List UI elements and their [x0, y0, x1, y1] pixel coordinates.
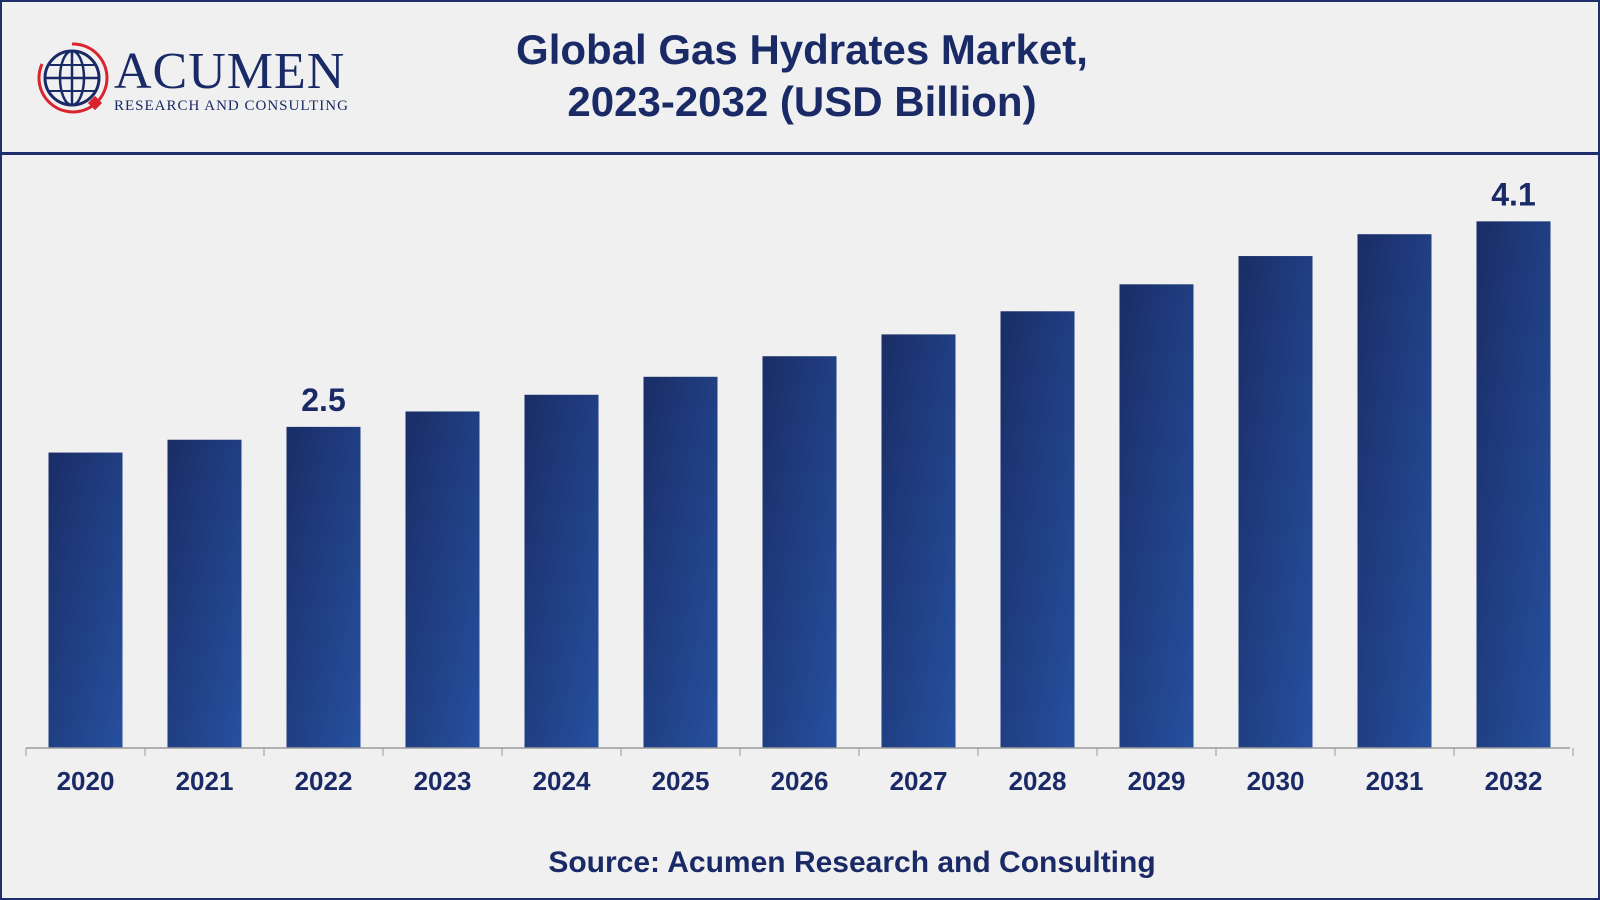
chart-title-line1: Global Gas Hydrates Market,: [516, 26, 1088, 73]
bar-2020: [48, 452, 123, 748]
x-tick-label-2021: 2021: [176, 766, 234, 796]
bar-2031: [1357, 234, 1432, 748]
x-tick-label-2031: 2031: [1366, 766, 1424, 796]
globe-icon: [37, 42, 109, 114]
logo-tagline: RESEARCH AND CONSULTING: [114, 98, 349, 114]
logo: ACUMEN RESEARCH AND CONSULTING: [34, 40, 364, 120]
bar-2029: [1119, 284, 1194, 748]
bar-2030: [1238, 256, 1313, 748]
bar-2025: [643, 376, 718, 748]
bar-2022: [286, 426, 361, 748]
header: ACUMEN RESEARCH AND CONSULTING Global Ga…: [2, 2, 1598, 155]
data-label-2032: 4.1: [1491, 176, 1535, 212]
x-tick-label-2030: 2030: [1247, 766, 1305, 796]
bar-2024: [524, 394, 599, 748]
source-note: Source: Acumen Research and Consulting: [548, 846, 1156, 879]
x-tick-label-2023: 2023: [414, 766, 472, 796]
x-tick-label-2029: 2029: [1128, 766, 1186, 796]
logo-brand: ACUMEN: [114, 43, 346, 100]
bar-2028: [1000, 311, 1075, 748]
bar-2027: [881, 334, 956, 748]
x-tick-label-2026: 2026: [771, 766, 829, 796]
chart-title: Global Gas Hydrates Market, 2023-2032 (U…: [382, 24, 1222, 128]
bar-2032: [1476, 221, 1551, 749]
x-tick-label-2032: 2032: [1485, 766, 1543, 796]
x-tick-label-2027: 2027: [890, 766, 948, 796]
bar-2021: [167, 439, 242, 748]
x-tick-label-2020: 2020: [57, 766, 115, 796]
data-label-2022: 2.5: [301, 382, 345, 418]
x-tick-label-2025: 2025: [652, 766, 710, 796]
x-tick-label-2028: 2028: [1009, 766, 1067, 796]
x-tick-label-2024: 2024: [533, 766, 591, 796]
bar-2026: [762, 356, 837, 748]
x-tick-label-2022: 2022: [295, 766, 353, 796]
bar-2023: [405, 411, 480, 748]
chart-title-line2: 2023-2032 (USD Billion): [567, 78, 1037, 125]
